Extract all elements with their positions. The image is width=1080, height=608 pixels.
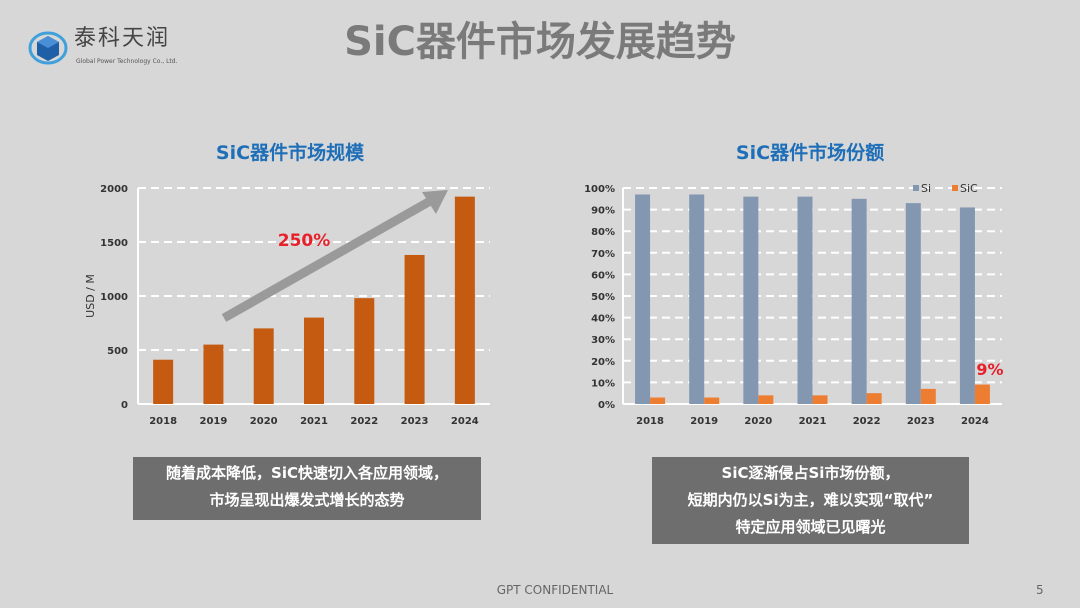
x-tick-label: 2022 <box>350 416 378 427</box>
x-tick-label: 2024 <box>961 416 989 427</box>
bar-sic-2018 <box>650 397 666 404</box>
bar-2019 <box>203 344 224 404</box>
x-tick-label: 2019 <box>690 416 718 427</box>
y-tick-label: 80% <box>591 227 615 238</box>
bar-si-2021 <box>797 196 813 404</box>
market-share-chart: 0% 10% 20% 30% 40% 50% 60% 70% 80% 90% 100% 2018 201… <box>584 182 1003 427</box>
share-annotation: 9% <box>976 360 1003 379</box>
page-title: SiC器件市场发展趋势 <box>344 19 736 65</box>
bar-2021 <box>304 317 324 404</box>
y-tick-label: 1500 <box>100 238 128 249</box>
y-tick-label: 500 <box>107 346 128 357</box>
summary-line: 市场呈现出爆发式增长的态势 <box>209 491 405 509</box>
growth-arrow-shaft <box>221 196 435 322</box>
bar-sic-2020 <box>758 395 774 404</box>
summary-line: 随着成本降低，SiC快速切入各应用领域， <box>166 464 448 482</box>
bar-2023 <box>404 254 425 404</box>
x-tick-label: 2019 <box>200 416 228 427</box>
y-axis-label: USD / M <box>84 274 97 318</box>
bar-sic-2019 <box>704 397 720 404</box>
market-size-chart-title: SiC器件市场规模 <box>215 142 365 164</box>
bar-2022 <box>354 298 375 404</box>
bar-sic-2024 <box>974 384 990 404</box>
bar-si-2022 <box>851 198 867 404</box>
x-tick-label: 2023 <box>401 416 429 427</box>
bar-si-2020 <box>743 196 759 404</box>
y-tick-label: 60% <box>591 270 615 281</box>
y-tick-label: 70% <box>591 249 615 260</box>
market-share-chart-title: SiC器件市场份额 <box>735 142 885 164</box>
y-tick-label: 10% <box>591 378 615 389</box>
x-tick-label: 2021 <box>300 416 328 427</box>
bar-si-2024 <box>959 207 975 404</box>
y-tick-label: 0 <box>121 400 128 411</box>
bar-sic-2022 <box>866 393 882 404</box>
y-tick-label: 40% <box>591 314 615 325</box>
x-tick-label: 2021 <box>799 416 827 427</box>
summary-line: SiC逐渐侵占Si市场份额， <box>721 464 900 482</box>
logo-name-en: Global Power Technology Co., Ltd. <box>76 58 178 65</box>
x-tick-label: 2023 <box>907 416 935 427</box>
y-tick-label: 90% <box>591 206 615 217</box>
company-logo: 泰科天润 Global Power Technology Co., Ltd. <box>28 26 198 70</box>
y-tick-label: 30% <box>591 335 615 346</box>
bar-2020 <box>253 328 274 404</box>
bar-si-2018 <box>635 194 651 404</box>
growth-annotation: 250% <box>278 231 331 251</box>
market-size-chart: 0 500 1000 1500 2000 2018 2019 2020 2021 2022 2023… <box>84 184 490 427</box>
bar-si-2019 <box>689 194 705 404</box>
summary-line: 短期内仍以Si为主，难以实现“取代” <box>687 491 934 509</box>
y-tick-label: 100% <box>584 184 615 195</box>
x-tick-label: 2020 <box>250 416 278 427</box>
legend-label: SiC <box>960 182 978 195</box>
legend-swatch-si <box>913 185 919 191</box>
cube-logo-icon <box>28 31 68 65</box>
x-tick-label: 2024 <box>451 416 479 427</box>
footer-confidential: GPT CONFIDENTIAL <box>496 583 614 597</box>
logo-name-cn: 泰科天润 <box>74 26 171 51</box>
bar-2024 <box>454 196 475 404</box>
x-tick-label: 2018 <box>149 416 177 427</box>
y-tick-label: 2000 <box>100 184 128 195</box>
legend-label: Si <box>921 182 931 195</box>
summary-line: 特定应用领域已见曙光 <box>735 518 886 536</box>
page-number: 5 <box>1036 583 1044 597</box>
bar-sic-2021 <box>812 395 828 404</box>
growth-arrow-head-icon <box>422 190 448 214</box>
market-share-summary: SiC逐渐侵占Si市场份额， 短期内仍以Si为主，难以实现“取代” 特定应用领域… <box>652 457 969 544</box>
legend-swatch-sic <box>952 185 958 191</box>
x-tick-label: 2020 <box>744 416 772 427</box>
bar-si-2023 <box>905 203 921 404</box>
x-tick-label: 2018 <box>636 416 664 427</box>
bar-2018 <box>153 359 174 404</box>
y-tick-label: 0% <box>598 400 615 411</box>
market-size-summary: 随着成本降低，SiC快速切入各应用领域， 市场呈现出爆发式增长的态势 <box>133 457 481 520</box>
x-tick-label: 2022 <box>853 416 881 427</box>
y-tick-label: 20% <box>591 357 615 368</box>
bar-sic-2023 <box>920 388 936 404</box>
y-tick-label: 1000 <box>100 292 128 303</box>
y-tick-label: 50% <box>591 292 615 303</box>
